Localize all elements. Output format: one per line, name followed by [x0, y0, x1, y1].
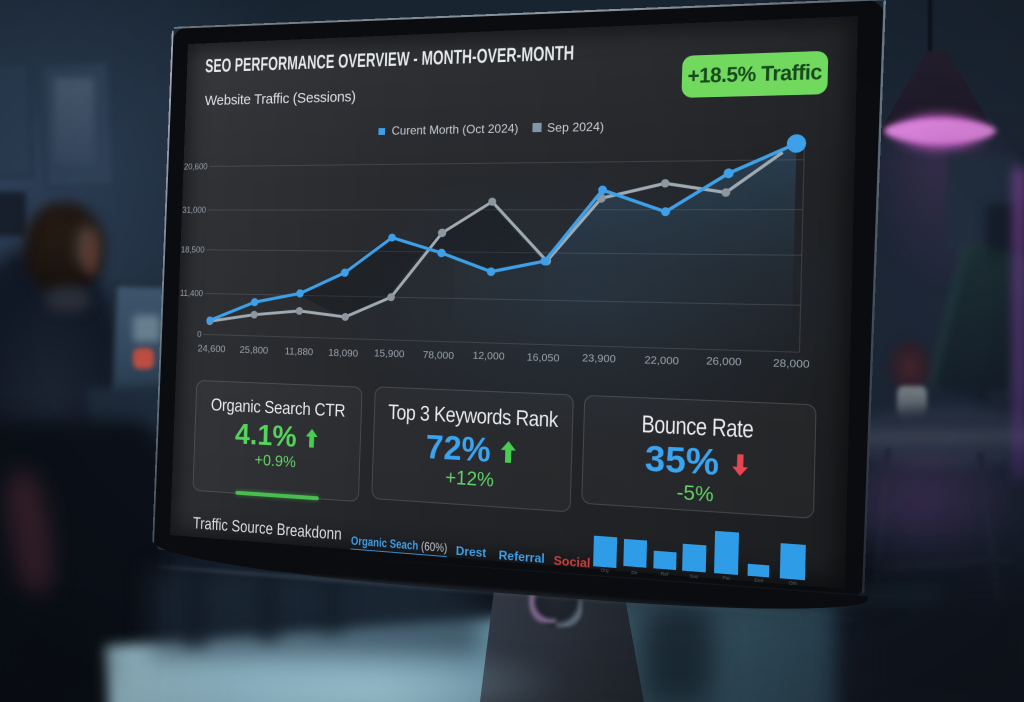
- svg-text:0: 0: [197, 329, 202, 339]
- svg-text:20,600: 20,600: [184, 162, 209, 172]
- svg-text:22,000: 22,000: [644, 354, 679, 367]
- svg-text:Dir: Dir: [631, 569, 638, 576]
- svg-text:25,800: 25,800: [239, 344, 268, 356]
- svg-text:18,500: 18,500: [181, 245, 206, 255]
- svg-text:15,900: 15,900: [374, 347, 405, 359]
- svg-text:11,880: 11,880: [285, 345, 314, 357]
- svg-text:12,000: 12,000: [472, 349, 504, 362]
- svg-text:Ref: Ref: [661, 570, 670, 577]
- svg-text:Oth: Oth: [789, 579, 797, 586]
- svg-text:Pai: Pai: [722, 574, 730, 581]
- svg-text:Soc: Soc: [690, 573, 699, 580]
- svg-text:28,000: 28,000: [773, 357, 810, 371]
- svg-text:31,000: 31,000: [182, 205, 207, 215]
- svg-text:24,600: 24,600: [197, 343, 225, 355]
- svg-text:11,400: 11,400: [180, 288, 204, 298]
- svg-text:78,000: 78,000: [423, 349, 455, 362]
- svg-text:16,050: 16,050: [527, 351, 560, 364]
- svg-text:26,000: 26,000: [706, 355, 742, 368]
- svg-text:18,090: 18,090: [328, 347, 358, 359]
- svg-text:23,900: 23,900: [582, 352, 616, 365]
- svg-text:Eml: Eml: [754, 577, 763, 584]
- svg-text:Org: Org: [601, 567, 609, 574]
